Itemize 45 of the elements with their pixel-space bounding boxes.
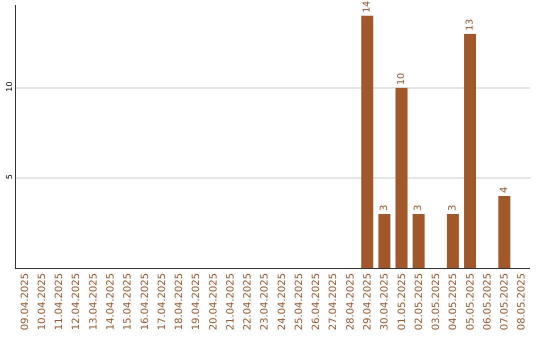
x-tick-label: 01.05.2025 — [396, 273, 408, 330]
x-tick-label: 28.04.2025 — [345, 273, 356, 330]
x-tick-label: 24.04.2025 — [276, 273, 288, 330]
x-tick-label: 17.04.2025 — [156, 273, 168, 330]
x-tick-label: 09.04.2025 — [20, 273, 31, 330]
data-label: 4 — [498, 186, 510, 193]
x-tick-label: 06.05.2025 — [482, 273, 494, 330]
x-tick-label: 07.05.2025 — [500, 273, 511, 330]
x-tick-label: 29.04.2025 — [362, 273, 374, 330]
x-tick-label: 20.04.2025 — [208, 273, 220, 330]
x-tick-label: 12.04.2025 — [71, 273, 82, 330]
x-tick-label: 23.04.2025 — [260, 273, 271, 330]
data-label: 3 — [378, 204, 390, 211]
x-tick-label: 03.05.2025 — [431, 273, 442, 330]
x-tick-label: 19.04.2025 — [191, 273, 202, 330]
x-tick-label: 27.04.2025 — [328, 273, 340, 330]
x-tick-label: 11.04.2025 — [54, 273, 66, 330]
bar — [361, 16, 374, 268]
x-tick-label: 22.04.2025 — [242, 273, 254, 330]
x-tick-label: 30.04.2025 — [380, 273, 391, 330]
x-tick-label: 04.05.2025 — [448, 273, 460, 330]
bar — [412, 214, 425, 268]
bar — [464, 34, 476, 268]
x-tick-label: 16.04.2025 — [140, 273, 151, 330]
bar — [498, 196, 510, 268]
x-tick-label: 08.05.2025 — [516, 273, 528, 330]
x-tick-label: 02.05.2025 — [414, 273, 425, 330]
data-label: 13 — [464, 18, 476, 31]
y-tick-label: 5 — [4, 174, 14, 180]
data-label: 3 — [413, 204, 424, 211]
x-tick-label: 18.04.2025 — [174, 273, 186, 330]
bar — [446, 214, 459, 268]
data-label: 3 — [447, 204, 458, 211]
x-tick-label: 21.04.2025 — [225, 273, 236, 330]
x-tick-label: 13.04.2025 — [88, 273, 100, 330]
x-tick-label: 14.04.2025 — [105, 273, 116, 330]
bar — [378, 214, 390, 268]
data-label: 10 — [396, 72, 407, 85]
bar — [396, 88, 408, 268]
x-tick-label: 25.04.2025 — [294, 273, 305, 330]
x-tick-label: 10.04.2025 — [36, 273, 48, 330]
x-tick-label: 15.04.2025 — [122, 273, 134, 330]
x-tick-label: 05.05.2025 — [465, 273, 476, 330]
data-label: 14 — [362, 0, 373, 13]
x-tick-label: 26.04.2025 — [311, 273, 322, 330]
